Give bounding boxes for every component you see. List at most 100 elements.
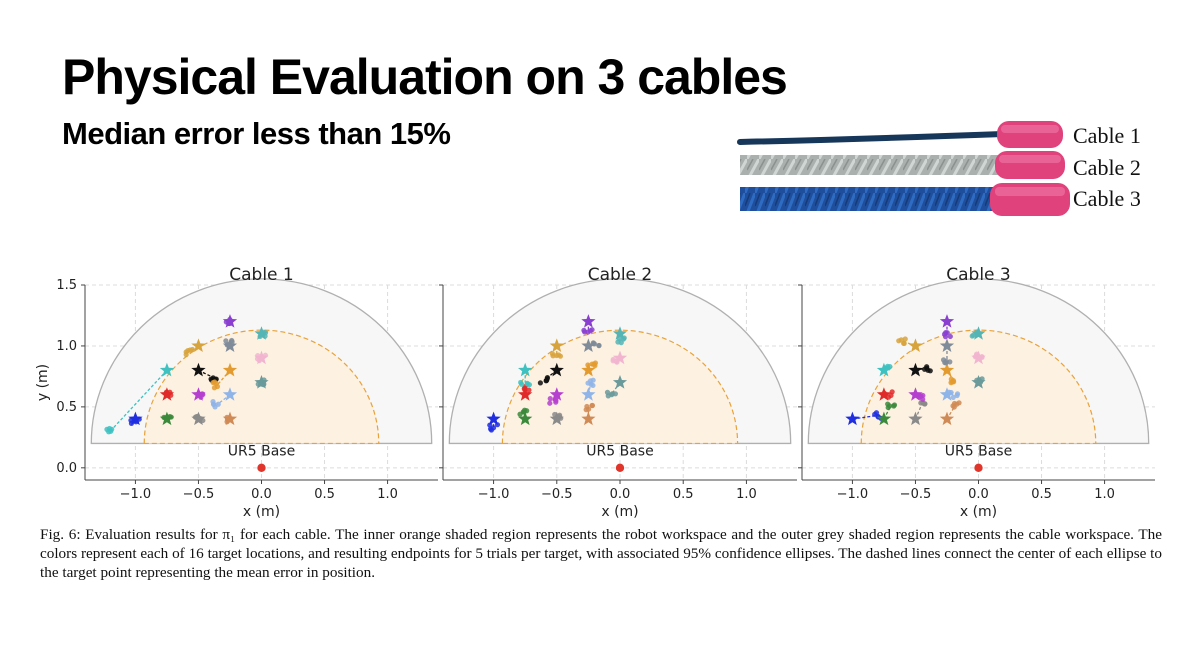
trial-endpoint bbox=[589, 361, 595, 367]
target-star bbox=[549, 411, 564, 426]
target-star bbox=[939, 411, 955, 426]
target-star bbox=[908, 387, 923, 401]
target-star bbox=[191, 411, 206, 426]
cable-3-label: Cable 3 bbox=[1073, 186, 1141, 211]
y-tick-label: 0.0 bbox=[56, 461, 77, 476]
trial-endpoint bbox=[490, 425, 497, 431]
target-star bbox=[549, 338, 564, 352]
target-star bbox=[518, 411, 533, 426]
base-point bbox=[974, 463, 983, 473]
x-tick-label: 0.0 bbox=[968, 487, 989, 502]
base-point bbox=[257, 463, 266, 473]
target-star bbox=[191, 387, 206, 401]
y-tick-label: 1.5 bbox=[56, 278, 77, 293]
x-tick-label: 0.5 bbox=[673, 487, 694, 502]
trial-endpoint bbox=[954, 392, 960, 399]
trial-endpoint bbox=[609, 391, 615, 397]
trial-endpoint bbox=[550, 353, 556, 359]
target-star bbox=[971, 375, 986, 389]
target-star bbox=[876, 362, 892, 377]
trial-endpoint bbox=[891, 402, 898, 408]
trial-endpoint bbox=[106, 429, 112, 435]
trial-endpoint bbox=[941, 331, 948, 337]
target-star bbox=[549, 362, 564, 377]
trial-endpoint bbox=[596, 342, 602, 349]
trial-endpoint bbox=[950, 394, 956, 401]
x-tick-label: 1.0 bbox=[1094, 487, 1115, 502]
trial-endpoint bbox=[547, 396, 553, 402]
trial-endpoint bbox=[517, 411, 523, 417]
target-star bbox=[939, 314, 955, 328]
trial-endpoint bbox=[902, 336, 908, 342]
x-tick-label: 0.0 bbox=[251, 487, 272, 502]
cable-1-wire bbox=[737, 131, 1006, 145]
base-point bbox=[615, 463, 625, 473]
x-tick-label: −1.0 bbox=[478, 487, 510, 502]
trial-endpoint bbox=[590, 382, 596, 389]
target-star bbox=[254, 375, 269, 389]
trial-endpoint bbox=[585, 329, 591, 335]
target-star bbox=[159, 362, 175, 377]
x-tick-label: −0.5 bbox=[541, 487, 573, 502]
cable-3-wire bbox=[740, 187, 995, 211]
target-star bbox=[971, 326, 986, 340]
chart-title: Cable 2 bbox=[588, 265, 652, 285]
target-star bbox=[191, 362, 206, 377]
target-star bbox=[518, 387, 533, 401]
target-star bbox=[222, 338, 238, 352]
target-star bbox=[222, 411, 238, 426]
x-tick-label: −1.0 bbox=[120, 487, 152, 502]
trial-endpoint bbox=[547, 400, 553, 406]
trial-endpoint bbox=[590, 377, 596, 383]
target-star bbox=[939, 338, 955, 352]
x-tick-label: −0.5 bbox=[900, 487, 932, 502]
trial-endpoint bbox=[950, 378, 957, 384]
trial-endpoint bbox=[947, 333, 953, 340]
trial-endpoint bbox=[544, 376, 550, 382]
x-axis-label: x (m) bbox=[243, 504, 280, 520]
chart-title: Cable 1 bbox=[229, 265, 293, 285]
trial-endpoint bbox=[223, 338, 229, 344]
trial-endpoint bbox=[924, 364, 930, 370]
robot-workspace-region bbox=[860, 329, 1097, 445]
target-star bbox=[254, 326, 269, 340]
trial-endpoint bbox=[518, 379, 524, 386]
error-line bbox=[216, 369, 231, 386]
trial-endpoint bbox=[526, 387, 532, 393]
target-star bbox=[908, 338, 923, 352]
target-star bbox=[845, 411, 860, 426]
error-line bbox=[109, 369, 168, 432]
trial-endpoint bbox=[584, 403, 590, 410]
x-tick-label: 1.0 bbox=[736, 487, 757, 502]
trial-endpoint bbox=[896, 338, 902, 344]
trial-endpoint bbox=[954, 401, 960, 407]
x-axis-label: x (m) bbox=[601, 504, 638, 520]
target-star bbox=[908, 411, 923, 426]
slide-subtitle: Median error less than 15% bbox=[62, 116, 451, 151]
target-star bbox=[159, 411, 175, 426]
target-star bbox=[222, 314, 238, 328]
chart-title: Cable 3 bbox=[946, 265, 1010, 285]
trial-endpoint bbox=[524, 380, 530, 386]
trial-endpoint bbox=[537, 380, 543, 386]
target-star bbox=[581, 314, 596, 328]
cable-2-wire bbox=[740, 155, 1000, 175]
target-star bbox=[612, 326, 628, 340]
target-star bbox=[612, 375, 628, 389]
x-tick-label: −0.5 bbox=[183, 487, 215, 502]
trial-endpoint bbox=[885, 401, 891, 407]
chart-panel-3: −1.0 −0.5 0.0 0.5 1.0 Cable 3 x (m) UR5 Base bbox=[798, 265, 1155, 520]
target-star bbox=[222, 362, 238, 377]
figure-caption: Fig. 6: Evaluation results for π₁ for ea… bbox=[40, 526, 1162, 581]
target-star bbox=[518, 362, 533, 377]
trial-endpoint bbox=[589, 402, 595, 409]
trial-endpoint bbox=[183, 352, 189, 358]
trial-endpoint bbox=[212, 404, 218, 410]
trial-endpoint bbox=[873, 410, 880, 416]
trial-endpoint bbox=[927, 368, 933, 374]
x-tick-label: 1.0 bbox=[377, 487, 398, 502]
target-star bbox=[486, 411, 501, 426]
trial-endpoint bbox=[940, 357, 947, 363]
y-tick-label: 1.0 bbox=[56, 339, 77, 354]
x-tick-label: 0.5 bbox=[1031, 487, 1052, 502]
